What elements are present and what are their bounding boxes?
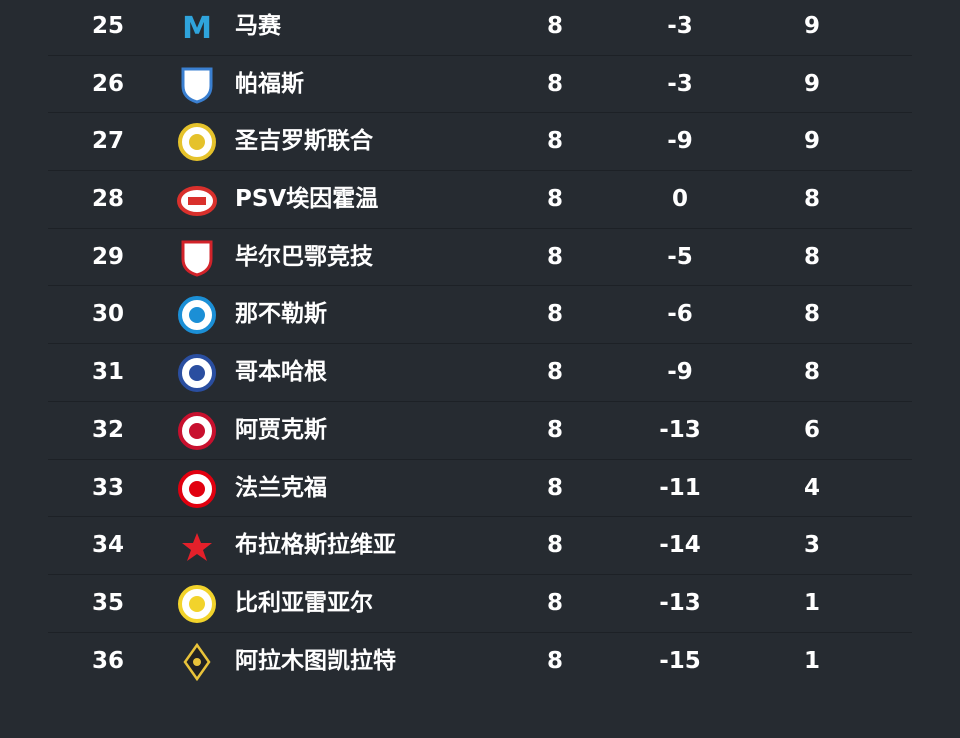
goal-difference: -3 (667, 13, 693, 39)
table-row[interactable]: 34 布拉格斯拉维亚 8 -14 3 (0, 517, 960, 575)
goal-difference: -6 (667, 301, 693, 328)
points: 1 (803, 589, 820, 616)
goal-difference: -14 (659, 532, 701, 559)
table-row[interactable]: 35 比利亚雷亚尔 8 -13 1 (0, 575, 960, 633)
matches-played: 8 (546, 128, 563, 155)
matches-played: 8 (546, 359, 563, 386)
copenhagen-crest-icon (177, 354, 217, 393)
team-name[interactable]: 马赛 (235, 13, 281, 39)
team-name[interactable]: 那不勒斯 (235, 301, 327, 328)
team-name[interactable]: 圣吉罗斯联合 (235, 128, 373, 155)
marseille-crest-icon: M (177, 8, 217, 46)
rank: 32 (91, 416, 124, 443)
goal-difference: -5 (667, 243, 693, 270)
rank: 25 (91, 13, 124, 39)
points: 1 (803, 647, 820, 674)
points: 8 (803, 243, 820, 270)
points: 8 (803, 301, 820, 328)
goal-difference: -13 (659, 589, 701, 616)
rank: 36 (91, 647, 124, 674)
rank: 26 (91, 70, 124, 97)
points: 8 (803, 359, 820, 386)
matches-played: 8 (546, 13, 563, 39)
points: 3 (803, 532, 820, 559)
team-name[interactable]: 毕尔巴鄂竞技 (235, 243, 373, 270)
matches-played: 8 (546, 301, 563, 328)
goal-difference: -11 (659, 474, 701, 501)
points: 9 (803, 128, 820, 155)
matches-played: 8 (546, 474, 563, 501)
table-row[interactable]: 30 那不勒斯 8 -6 8 (0, 286, 960, 344)
points: 9 (803, 70, 820, 97)
matches-played: 8 (546, 532, 563, 559)
pafos-crest-icon (177, 66, 217, 104)
rank: 30 (91, 301, 124, 328)
matches-played: 8 (546, 416, 563, 443)
matches-played: 8 (546, 647, 563, 674)
frankfurt-crest-icon (177, 469, 217, 508)
goal-difference: -9 (667, 359, 693, 386)
table-row[interactable]: 27 圣吉罗斯联合 8 -9 9 (0, 113, 960, 171)
team-name[interactable]: 法兰克福 (235, 474, 327, 501)
matches-played: 8 (546, 243, 563, 270)
points: 4 (803, 474, 820, 501)
goal-difference: -15 (659, 647, 701, 674)
goal-difference: -9 (667, 128, 693, 155)
rank: 33 (91, 474, 124, 501)
rank: 35 (91, 589, 124, 616)
svg-text:M: M (182, 11, 212, 46)
matches-played: 8 (546, 186, 563, 213)
union-sg-crest-icon (177, 123, 217, 162)
table-row[interactable]: 29 毕尔巴鄂竞技 8 -5 8 (0, 229, 960, 287)
table-row[interactable]: 28 PSV埃因霍温 8 0 8 (0, 171, 960, 229)
team-name[interactable]: 哥本哈根 (235, 359, 327, 386)
table-row[interactable]: 36 阿拉木图凯拉特 8 -15 1 (0, 633, 960, 691)
rank: 31 (91, 359, 124, 386)
goal-difference: -13 (659, 416, 701, 443)
standings-table: 25 M 马赛 8 -3 9 26 帕福斯 8 -3 9 27 圣吉罗斯联合 8… (0, 0, 960, 691)
team-name[interactable]: 布拉格斯拉维亚 (235, 532, 396, 559)
goal-difference: -3 (667, 70, 693, 97)
matches-played: 8 (546, 589, 563, 616)
points: 8 (803, 186, 820, 213)
kairat-crest-icon (177, 642, 217, 681)
table-row[interactable]: 33 法兰克福 8 -11 4 (0, 460, 960, 518)
table-row[interactable]: 31 哥本哈根 8 -9 8 (0, 344, 960, 402)
napoli-crest-icon (177, 296, 217, 335)
points: 6 (803, 416, 820, 443)
team-name[interactable]: PSV埃因霍温 (235, 186, 379, 213)
team-name[interactable]: 阿拉木图凯拉特 (235, 647, 396, 674)
matches-played: 8 (546, 70, 563, 97)
slavia-star-icon (177, 527, 217, 565)
goal-difference: 0 (671, 186, 688, 213)
psv-crest-icon (177, 181, 217, 219)
rank: 29 (91, 243, 124, 270)
team-name[interactable]: 比利亚雷亚尔 (235, 589, 373, 616)
rank: 34 (91, 532, 124, 559)
points: 9 (803, 13, 820, 39)
rank: 27 (91, 128, 124, 155)
villarreal-crest-icon (177, 584, 217, 623)
team-name[interactable]: 帕福斯 (235, 70, 304, 97)
table-row[interactable]: 25 M 马赛 8 -3 9 (0, 0, 960, 56)
rank: 28 (91, 186, 124, 213)
team-name[interactable]: 阿贾克斯 (235, 416, 327, 443)
table-row[interactable]: 32 阿贾克斯 8 -13 6 (0, 402, 960, 460)
ajax-crest-icon (177, 411, 217, 450)
table-row[interactable]: 26 帕福斯 8 -3 9 (0, 56, 960, 114)
athletic-bilbao-crest-icon (177, 239, 217, 277)
